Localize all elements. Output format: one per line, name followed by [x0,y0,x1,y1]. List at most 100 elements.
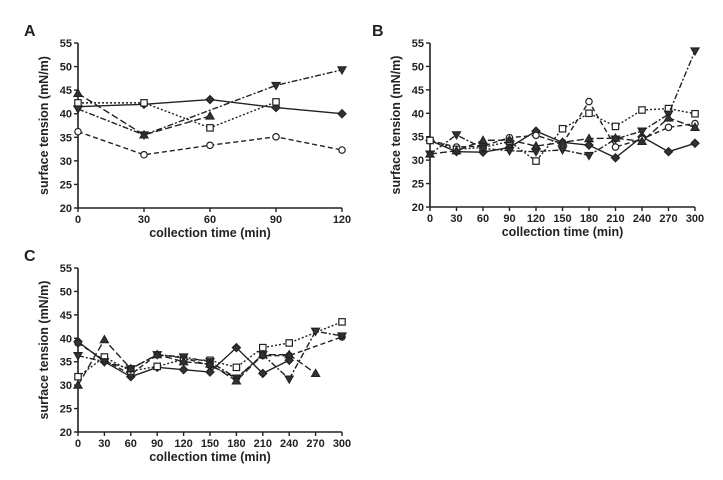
data-point [424,148,436,158]
data-point [585,109,593,118]
y-tick-label: 50 [60,286,72,298]
data-point [611,143,620,151]
y-tick-label: 20 [60,203,72,215]
data-point [584,140,594,150]
y-tick-label: 40 [412,108,424,120]
x-tick-label: 90 [503,213,515,225]
data-point [284,375,295,385]
series-5 [424,112,701,158]
y-tick-label: 55 [412,38,424,50]
y-tick-label: 30 [60,156,72,168]
y-tick-label: 55 [60,38,72,50]
data-point [72,105,84,115]
y-axis-label: surface tension (mN/m) [37,56,51,195]
y-tick-label: 30 [412,155,424,167]
x-tick-label: 30 [98,438,110,450]
x-tick-label: 90 [270,214,282,226]
data-point [140,99,148,107]
x-tick-label: 270 [306,438,324,450]
y-axis-label: surface tension (mN/m) [37,281,51,420]
series-2 [74,127,346,159]
x-tick-label: 0 [75,214,81,226]
data-point [99,334,110,344]
x-tick-label: 180 [580,213,598,225]
y-tick-label: 20 [60,427,72,439]
x-tick-label: 150 [201,438,219,450]
y-tick-label: 35 [412,132,424,144]
x-tick-label: 90 [151,438,163,450]
data-point [585,97,593,106]
y-tick-label: 40 [60,109,72,121]
series-line [78,101,277,129]
series-line [77,336,343,379]
x-axis-label: collection time (min) [149,450,271,464]
data-point [337,108,347,119]
data-point [257,368,268,379]
x-tick-label: 210 [606,213,624,225]
data-point [532,157,540,165]
x-tick-label: 300 [686,213,704,225]
y-tick-label: 40 [60,333,72,345]
data-point [504,134,515,144]
data-point [532,131,540,140]
panel-label: C [24,248,36,265]
x-tick-label: 240 [633,213,651,225]
y-tick-label: 35 [60,132,72,144]
x-tick-label: 150 [553,213,571,225]
x-tick-label: 270 [659,213,677,225]
y-tick-label: 25 [412,179,424,191]
panel-label: B [372,23,384,40]
data-point [178,364,189,375]
series-line [77,338,317,386]
data-point [451,131,462,141]
x-tick-label: 120 [333,214,351,226]
data-point [204,110,216,120]
series-line [77,92,211,136]
data-point [611,122,620,131]
data-point [426,136,434,145]
data-point [272,133,280,141]
data-point [336,332,348,342]
x-tick-label: 180 [227,438,245,450]
data-point [153,362,162,371]
y-tick-label: 45 [412,85,424,97]
data-point [477,144,489,154]
series-3 [74,98,280,132]
data-point [72,88,84,98]
data-point [689,122,701,131]
data-point [530,140,542,150]
data-point [689,47,701,57]
data-point [204,358,216,368]
x-tick-label: 30 [450,213,462,225]
data-point [72,352,84,361]
data-point [74,372,82,381]
x-axis-label: collection time (min) [149,226,271,240]
series-5 [72,334,321,389]
y-tick-label: 35 [60,357,72,369]
data-point [477,135,489,145]
series-5 [72,88,216,139]
x-tick-label: 210 [254,438,272,450]
series-line [77,69,343,136]
x-tick-label: 30 [138,214,150,226]
y-axis-label: surface tension (mN/m) [389,56,403,195]
data-point [557,146,568,156]
y-tick-label: 20 [412,202,424,214]
data-point [310,368,321,378]
data-point [504,147,515,156]
data-point [178,356,189,366]
data-point [74,99,82,107]
data-point [231,375,242,385]
panel-label: A [24,23,36,40]
data-point [557,137,568,146]
data-point [610,152,621,163]
data-point [232,363,241,372]
data-point [206,124,214,132]
data-point [72,379,84,389]
data-point [636,136,648,145]
data-point [583,151,595,161]
data-point [272,98,280,106]
data-point [336,66,348,76]
x-tick-label: 60 [125,438,137,450]
